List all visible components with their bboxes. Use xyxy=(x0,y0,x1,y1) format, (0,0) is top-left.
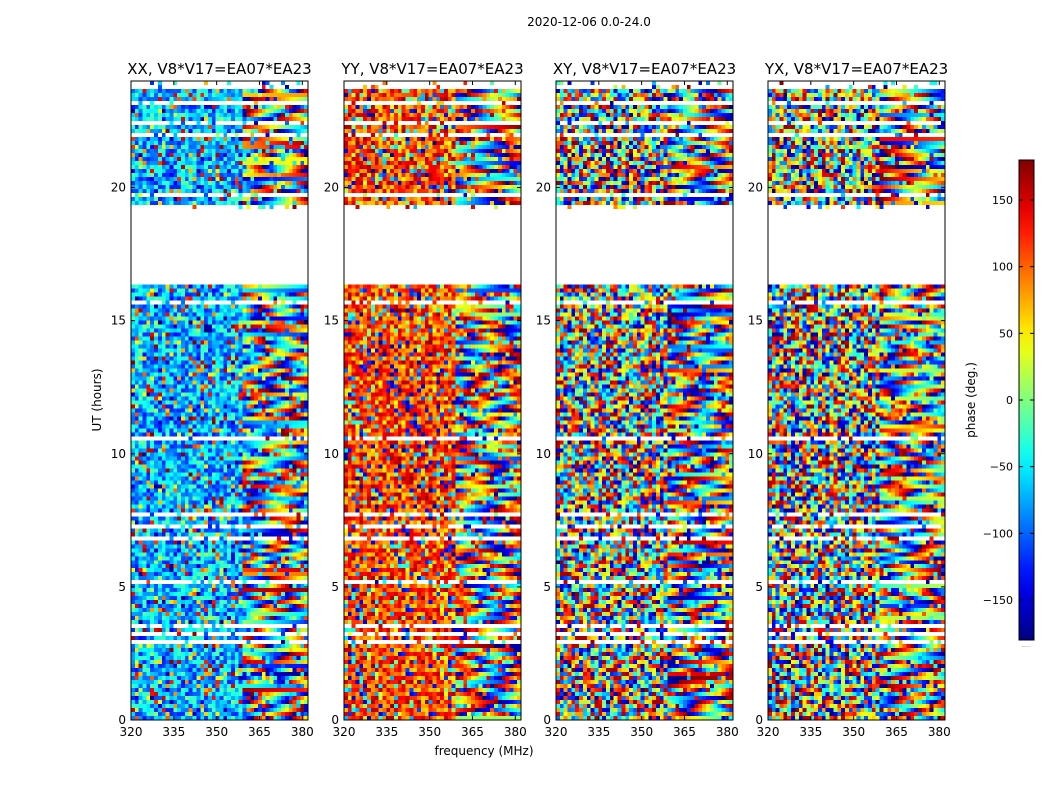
x-tick-label: 365 xyxy=(461,725,484,739)
panel-frame xyxy=(130,80,309,721)
panel-frame xyxy=(555,80,734,721)
y-tick-label: 15 xyxy=(111,314,126,328)
y-tick-label: 20 xyxy=(111,181,126,195)
y-tick-label: 10 xyxy=(536,447,551,461)
panel-title: XY, V8*V17=EA07*EA23 xyxy=(553,60,736,78)
x-tick-label: 350 xyxy=(842,725,865,739)
y-tick-label: 10 xyxy=(748,447,763,461)
y-tick-label: 10 xyxy=(111,447,126,461)
phase-heatmap xyxy=(344,81,521,720)
y-tick-label: 15 xyxy=(748,314,763,328)
panel-frame xyxy=(343,80,522,721)
x-tick-label: 320 xyxy=(545,725,568,739)
x-tick-label: 350 xyxy=(418,725,441,739)
y-tick-label: 20 xyxy=(324,181,339,195)
y-tick-label: 15 xyxy=(324,314,339,328)
x-tick-label: 365 xyxy=(673,725,696,739)
x-tick-label: 320 xyxy=(333,725,356,739)
y-tick-label: 5 xyxy=(755,580,763,594)
y-tick-label: 0 xyxy=(543,713,551,727)
panel-3: XY, V8*V17=EA07*EA23 320 335 350 365 380 0 5 10 1… xyxy=(536,60,739,739)
x-tick-label: 350 xyxy=(205,725,228,739)
y-tick-label: 15 xyxy=(536,314,551,328)
colorbar-tick-label: 100 xyxy=(992,261,1013,274)
panel-4: YX, V8*V17=EA07*EA23 320 335 350 365 380 0 5 10 1… xyxy=(748,60,951,739)
colorbar-tick-label: −50 xyxy=(990,461,1013,474)
x-tick-label: 335 xyxy=(587,725,610,739)
colorbar-tick-label: 50 xyxy=(999,327,1013,340)
y-tick-label: 0 xyxy=(118,713,126,727)
phase-heatmap xyxy=(556,81,733,720)
y-tick-label: 20 xyxy=(536,181,551,195)
y-tick-label: 5 xyxy=(118,580,126,594)
x-tick-label: 350 xyxy=(630,725,653,739)
phase-heatmap xyxy=(131,81,308,720)
y-tick-label: 0 xyxy=(331,713,339,727)
x-axis-label: frequency (MHz) xyxy=(434,744,533,758)
phase-heatmap xyxy=(768,81,945,720)
x-tick-label: 335 xyxy=(162,725,185,739)
colorbar-tick-label: 150 xyxy=(992,194,1013,207)
panel-2: YY, V8*V17=EA07*EA23 320 335 350 365 380 0 5 10 1… xyxy=(324,60,527,739)
panel-1: XX, V8*V17=EA07*EA23 320 335 350 365 380 0 5 10 1… xyxy=(111,60,314,739)
panel-title: YY, V8*V17=EA07*EA23 xyxy=(340,60,523,78)
panel-title: XX, V8*V17=EA07*EA23 xyxy=(127,60,311,78)
x-tick-label: 380 xyxy=(716,725,739,739)
y-tick-label: 10 xyxy=(324,447,339,461)
y-tick-label: 5 xyxy=(543,580,551,594)
x-tick-label: 365 xyxy=(248,725,271,739)
colorbar-tick-label: −150 xyxy=(983,594,1013,607)
x-tick-label: 365 xyxy=(885,725,908,739)
x-tick-label: 380 xyxy=(291,725,314,739)
x-tick-label: 380 xyxy=(504,725,527,739)
x-tick-label: 335 xyxy=(375,725,398,739)
y-tick-label: 20 xyxy=(748,181,763,195)
colorbar-tick-label: 0 xyxy=(1006,394,1013,407)
x-tick-label: 320 xyxy=(120,725,143,739)
colorbar-tick-label: −100 xyxy=(983,527,1013,540)
y-tick-label: 0 xyxy=(755,713,763,727)
y-tick-label: 5 xyxy=(331,580,339,594)
x-tick-label: 335 xyxy=(799,725,822,739)
figure-suptitle: 2020-12-06 0.0-24.0 xyxy=(527,15,651,29)
panel-frame xyxy=(767,80,946,721)
x-tick-label: 380 xyxy=(928,725,951,739)
colorbar-label: phase (deg.) xyxy=(964,362,978,438)
panel-title: YX, V8*V17=EA07*EA23 xyxy=(764,60,948,78)
colorbar-extra-label: ..... xyxy=(1021,642,1031,649)
y-axis-label: UT (hours) xyxy=(90,368,104,431)
x-tick-label: 320 xyxy=(757,725,780,739)
